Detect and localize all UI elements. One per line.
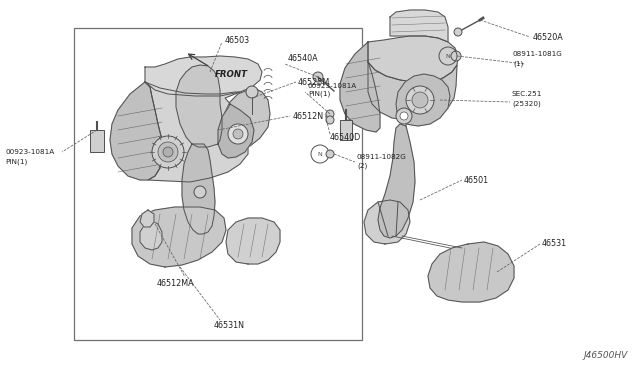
Text: 46525M: 46525M [298,77,330,87]
Polygon shape [176,65,222,147]
Polygon shape [218,104,254,158]
Circle shape [163,147,173,157]
Text: 46503: 46503 [225,35,250,45]
Bar [74,28,362,340]
Circle shape [454,28,462,36]
Bar [340,120,352,140]
Text: N: N [445,54,451,58]
Text: 46540A: 46540A [288,54,319,62]
Polygon shape [222,87,270,152]
Text: SEC.251: SEC.251 [512,91,542,97]
Text: 46512N: 46512N [293,112,324,121]
Polygon shape [428,242,514,302]
Polygon shape [140,210,154,227]
Circle shape [158,142,178,162]
Polygon shape [132,207,226,267]
Polygon shape [145,56,262,96]
Circle shape [194,186,206,198]
Text: (25320): (25320) [512,101,541,107]
Polygon shape [140,220,162,250]
Circle shape [400,112,408,120]
Text: 00923-1081A: 00923-1081A [5,149,54,155]
Polygon shape [226,218,280,264]
Polygon shape [378,124,415,238]
Text: PIN(1): PIN(1) [308,91,330,97]
Bar [90,130,104,152]
Circle shape [451,51,461,61]
Polygon shape [110,82,162,180]
Polygon shape [364,200,410,244]
Text: (2): (2) [357,163,367,169]
Text: 46512MA: 46512MA [156,279,194,289]
Text: 00923-1081A: 00923-1081A [308,83,357,89]
Text: J46500HV: J46500HV [584,351,628,360]
Polygon shape [340,42,380,132]
Circle shape [326,110,334,118]
Circle shape [313,72,323,82]
Polygon shape [145,82,248,182]
Polygon shape [368,62,457,120]
Text: 46531N: 46531N [214,321,245,330]
Text: 46520A: 46520A [533,32,564,42]
Polygon shape [182,144,215,234]
Polygon shape [368,36,458,82]
Circle shape [228,124,248,144]
Text: FRONT: FRONT [215,70,248,79]
Text: (1): (1) [513,61,524,67]
Polygon shape [390,10,448,42]
Circle shape [152,136,184,168]
Text: N: N [317,151,323,157]
Circle shape [406,86,434,114]
Circle shape [326,150,334,158]
Circle shape [233,129,243,139]
Polygon shape [396,74,450,126]
Text: 46540D: 46540D [330,132,361,141]
Text: 08911-1082G: 08911-1082G [357,154,407,160]
Circle shape [326,116,334,124]
Circle shape [412,92,428,108]
Circle shape [396,108,412,124]
Circle shape [246,86,258,98]
Text: PIN(1): PIN(1) [5,159,28,165]
Text: 46501: 46501 [464,176,489,185]
Text: 08911-1081G: 08911-1081G [513,51,563,57]
Text: 46531: 46531 [542,240,567,248]
